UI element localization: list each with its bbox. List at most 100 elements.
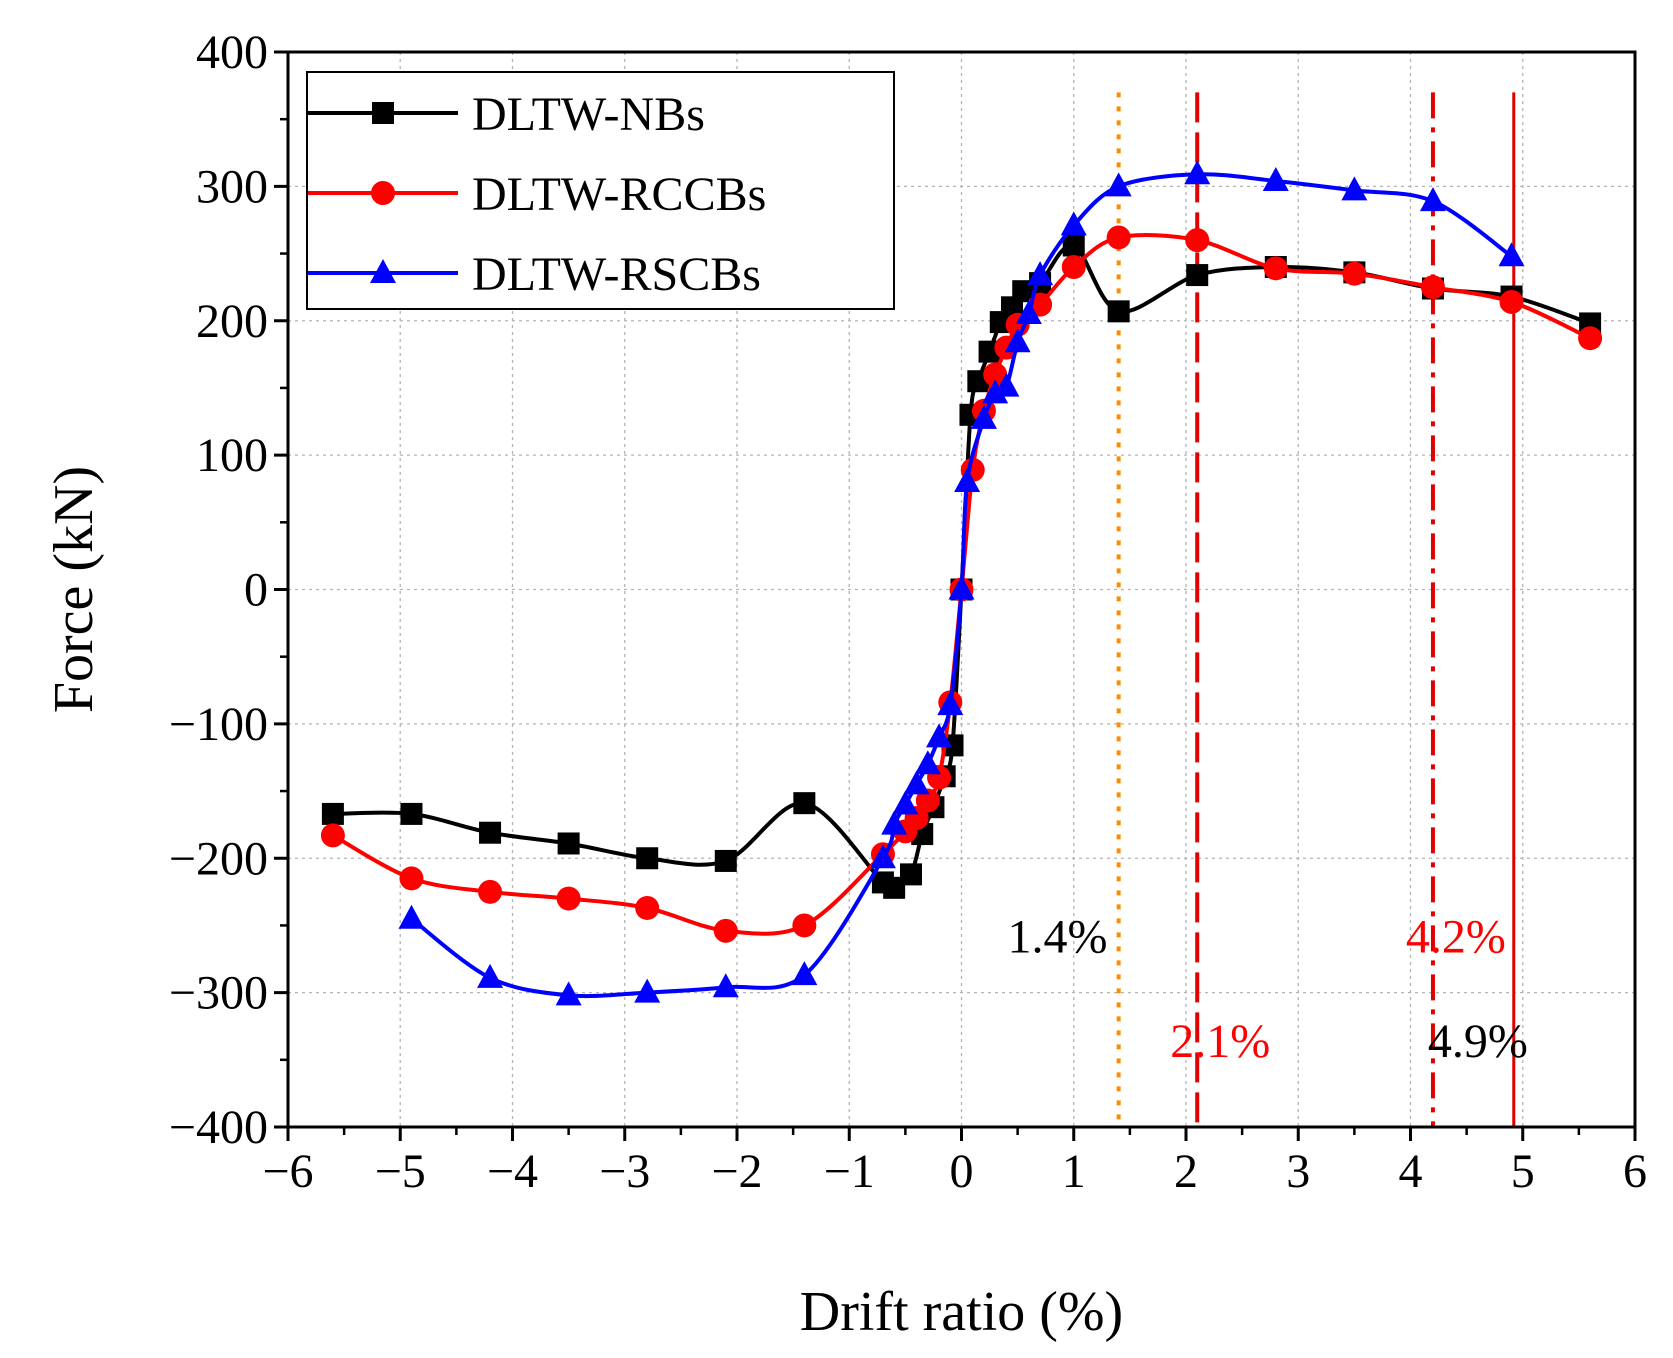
data-point: [714, 849, 737, 872]
series-line: [410, 172, 1513, 999]
data-point: [1106, 225, 1131, 250]
data-point: [948, 575, 975, 600]
x-tick-label: 1: [1062, 1145, 1086, 1198]
data-point: [1499, 289, 1524, 314]
data-point: [914, 750, 941, 775]
data-point: [1341, 176, 1368, 201]
data-point: [881, 810, 908, 835]
y-tick-label: −100: [169, 698, 268, 751]
data-point: [1105, 172, 1132, 197]
data-point: [983, 362, 1008, 387]
data-point: [1004, 328, 1031, 353]
x-tick-label: 5: [1511, 1145, 1535, 1198]
y-tick-label: −200: [169, 832, 268, 885]
x-tick-label: −1: [824, 1145, 875, 1198]
x-tick-label: 6: [1623, 1145, 1647, 1198]
data-point: [1262, 167, 1289, 191]
x-tick-label: −2: [711, 1145, 762, 1198]
y-tick-label: 100: [196, 429, 268, 482]
x-axis-title: Drift ratio (%): [800, 1281, 1123, 1343]
data-point: [713, 918, 738, 943]
data-point: [1498, 242, 1525, 267]
data-point: [555, 981, 582, 1006]
data-point: [1185, 228, 1210, 253]
data-point: [634, 978, 661, 1003]
data-point: [398, 904, 425, 929]
data-point: [1578, 326, 1603, 351]
data-point: [635, 895, 660, 920]
data-point: [1186, 264, 1209, 287]
reference-lines: [1116, 92, 1516, 1127]
data-point: [1107, 300, 1130, 323]
annotations: 1.4% 2.1% 4.2% 4.9%: [1007, 910, 1527, 1068]
data-point: [915, 788, 940, 813]
x-tick-label: −5: [375, 1145, 426, 1198]
data-point: [1419, 187, 1446, 212]
legend-entry: DLTW-RCCBs: [308, 168, 766, 221]
series-layer: [320, 160, 1603, 1006]
legend-entry: DLTW-RSCBs: [308, 248, 761, 301]
x-tick-label: −6: [262, 1145, 313, 1198]
x-tick-label: 2: [1174, 1145, 1198, 1198]
data-point: [399, 866, 424, 891]
data-point: [1061, 255, 1086, 279]
data-point: [1263, 256, 1288, 281]
data-point: [1027, 261, 1054, 286]
data-point: [791, 961, 818, 986]
data-point: [883, 876, 906, 899]
data-point: [903, 770, 930, 795]
data-point: [479, 821, 502, 844]
data-point: [1012, 280, 1035, 303]
x-tick-label: 3: [1286, 1145, 1310, 1198]
y-tick-label: 400: [196, 26, 268, 79]
drift-annotation: 1.4%: [1007, 910, 1107, 963]
legend-label: DLTW-NBs: [472, 88, 705, 141]
data-point: [557, 832, 580, 855]
legend-marker: [372, 102, 394, 124]
data-point: [926, 723, 953, 748]
data-point: [477, 963, 504, 988]
drift-annotation: 4.9%: [1428, 1015, 1528, 1068]
data-point: [892, 790, 919, 815]
data-point: [899, 863, 922, 886]
legend: DLTW-NBs DLTW-RCCBs DLTW-RSCBs: [306, 71, 895, 310]
data-point: [1184, 160, 1211, 185]
data-point: [636, 847, 659, 870]
x-tick-label: 4: [1399, 1145, 1423, 1198]
legend-label: DLTW-RCCBs: [472, 168, 766, 221]
data-point: [993, 372, 1020, 397]
y-tick-label: 300: [196, 160, 268, 213]
legend-marker: [371, 181, 395, 205]
data-point: [478, 879, 503, 904]
data-point: [321, 802, 344, 825]
legend-entry: DLTW-NBs: [308, 88, 705, 141]
data-point: [970, 404, 997, 429]
y-tick-label: −300: [169, 967, 268, 1020]
data-point: [1062, 234, 1085, 257]
data-point: [1060, 211, 1087, 236]
tick-labels: −6 −5 −4 −3 −2 −1 0 1 2 3 4 5 6 −400 −300 −200 −100 0 100 2…: [169, 26, 1647, 1198]
data-point: [792, 913, 817, 938]
data-point: [793, 792, 816, 815]
x-tick-label: −4: [487, 1145, 538, 1198]
y-tick-label: 0: [244, 564, 268, 617]
data-point: [712, 973, 739, 998]
axes: [274, 50, 1637, 1141]
x-tick-label: 0: [950, 1145, 974, 1198]
data-point: [982, 379, 1009, 404]
drift-annotation: 2.1%: [1170, 1015, 1270, 1068]
data-point: [400, 802, 423, 825]
legend-marker: [370, 259, 396, 283]
data-point: [1420, 275, 1445, 300]
y-tick-label: 200: [196, 295, 268, 348]
data-point: [954, 468, 981, 492]
data-point: [869, 844, 896, 869]
drift-annotation: 4.2%: [1406, 910, 1506, 963]
y-tick-label: −400: [169, 1101, 268, 1154]
data-point: [556, 886, 581, 911]
data-point: [320, 823, 345, 848]
y-axis-title: Force (kN): [43, 466, 105, 713]
x-tick-label: −3: [599, 1145, 650, 1198]
